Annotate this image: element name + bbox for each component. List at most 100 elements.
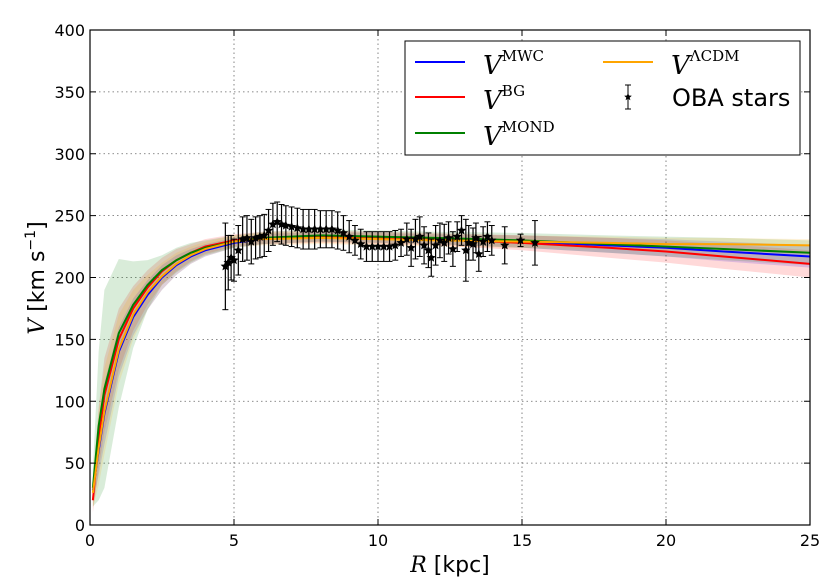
star-marker bbox=[402, 234, 412, 244]
data-point bbox=[229, 238, 239, 282]
star-marker bbox=[242, 232, 252, 242]
data-point bbox=[406, 228, 416, 267]
star-marker bbox=[390, 240, 400, 250]
data-point bbox=[373, 231, 383, 262]
legend-item-mwc: VMWC bbox=[415, 47, 544, 81]
legend-item-mond: VMOND bbox=[415, 118, 555, 152]
x-axis-var: R bbox=[409, 553, 427, 578]
star-marker bbox=[415, 231, 425, 241]
star-marker bbox=[272, 216, 282, 226]
uncertainty-bands bbox=[92, 229, 810, 513]
x-tick-label: 20 bbox=[656, 531, 676, 550]
y-axis-close: ] bbox=[25, 221, 50, 230]
y-tick-label: 400 bbox=[54, 21, 85, 40]
star-marker bbox=[406, 242, 416, 252]
y-tick-label: 200 bbox=[54, 269, 85, 288]
band-bg bbox=[92, 230, 810, 513]
y-tick-label: 350 bbox=[54, 83, 85, 102]
star-marker bbox=[367, 241, 377, 251]
star-marker bbox=[259, 230, 269, 240]
data-point bbox=[384, 231, 395, 262]
data-point bbox=[315, 210, 326, 249]
data-point bbox=[487, 225, 497, 256]
curve-bg bbox=[91, 235, 811, 501]
legend-item-bg: VBG bbox=[415, 82, 525, 116]
star-marker bbox=[410, 234, 421, 244]
star-marker bbox=[430, 240, 441, 250]
star-marker bbox=[246, 236, 256, 246]
star-marker bbox=[292, 223, 303, 232]
data-point bbox=[361, 231, 372, 262]
model-curves bbox=[91, 234, 811, 501]
star-marker bbox=[338, 227, 349, 237]
legend-item-cdm: VΛCDM bbox=[603, 47, 739, 81]
star-marker bbox=[515, 235, 526, 245]
legend-label-var: V bbox=[483, 122, 504, 152]
star-marker bbox=[327, 224, 337, 234]
legend-item-oba-stars: OBA stars bbox=[624, 84, 790, 112]
data-point bbox=[478, 226, 488, 257]
data-point bbox=[396, 228, 406, 257]
data-point bbox=[286, 206, 297, 248]
data-point bbox=[530, 220, 540, 266]
data-point bbox=[410, 218, 421, 260]
data-point bbox=[452, 221, 462, 253]
star-marker bbox=[396, 237, 406, 247]
star-marker bbox=[423, 245, 434, 255]
star-marker bbox=[448, 244, 458, 254]
curve-cdm bbox=[91, 236, 811, 493]
star-marker bbox=[263, 225, 274, 235]
star-marker bbox=[384, 241, 395, 251]
star-marker bbox=[482, 231, 493, 241]
x-tick-label: 0 bbox=[85, 531, 95, 550]
x-axis-unit: [kpc] bbox=[434, 553, 490, 578]
legend-label-sup: ΛCDM bbox=[689, 47, 740, 65]
band-mwc bbox=[92, 231, 810, 503]
data-point bbox=[338, 215, 349, 251]
data-point bbox=[344, 220, 354, 254]
star-marker bbox=[344, 231, 354, 241]
star-marker bbox=[315, 224, 326, 234]
star-marker bbox=[281, 220, 291, 230]
star-marker bbox=[439, 237, 449, 247]
legend-label-sup: MWC bbox=[502, 47, 544, 65]
y-tick-label: 150 bbox=[54, 330, 85, 349]
data-point bbox=[430, 225, 441, 266]
star-marker bbox=[298, 224, 308, 234]
legend-label-sup: MOND bbox=[502, 118, 555, 136]
data-point bbox=[304, 208, 314, 250]
data-point bbox=[443, 221, 454, 255]
star-marker bbox=[379, 241, 389, 251]
legend-label: VBG bbox=[483, 82, 525, 116]
data-point bbox=[281, 205, 291, 246]
data-point bbox=[233, 225, 244, 276]
data-point bbox=[474, 236, 484, 272]
band-mond bbox=[92, 229, 810, 507]
legend-label: VMWC bbox=[483, 47, 544, 81]
data-point bbox=[500, 226, 510, 265]
y-axis-var: V bbox=[25, 317, 50, 335]
data-point bbox=[419, 226, 429, 265]
data-point bbox=[379, 231, 389, 262]
data-point bbox=[448, 231, 458, 267]
curve-mwc bbox=[91, 235, 811, 491]
x-tick-label: 5 bbox=[229, 531, 239, 550]
curve-mond bbox=[91, 234, 811, 488]
star-marker bbox=[500, 240, 510, 250]
star-marker bbox=[229, 255, 239, 265]
data-point bbox=[263, 208, 274, 253]
legend-label-var: V bbox=[671, 51, 692, 81]
y-tick-label: 0 bbox=[75, 516, 85, 535]
legend-label: OBA stars bbox=[672, 84, 790, 112]
data-point bbox=[415, 216, 425, 257]
legend-star-marker bbox=[624, 93, 632, 101]
star-marker bbox=[530, 237, 540, 247]
star-marker bbox=[350, 235, 360, 245]
legend-label-var: V bbox=[483, 51, 504, 81]
star-marker bbox=[233, 245, 244, 255]
star-marker bbox=[426, 252, 436, 262]
data-point bbox=[309, 208, 320, 250]
star-marker bbox=[309, 224, 320, 234]
star-marker bbox=[452, 231, 462, 241]
